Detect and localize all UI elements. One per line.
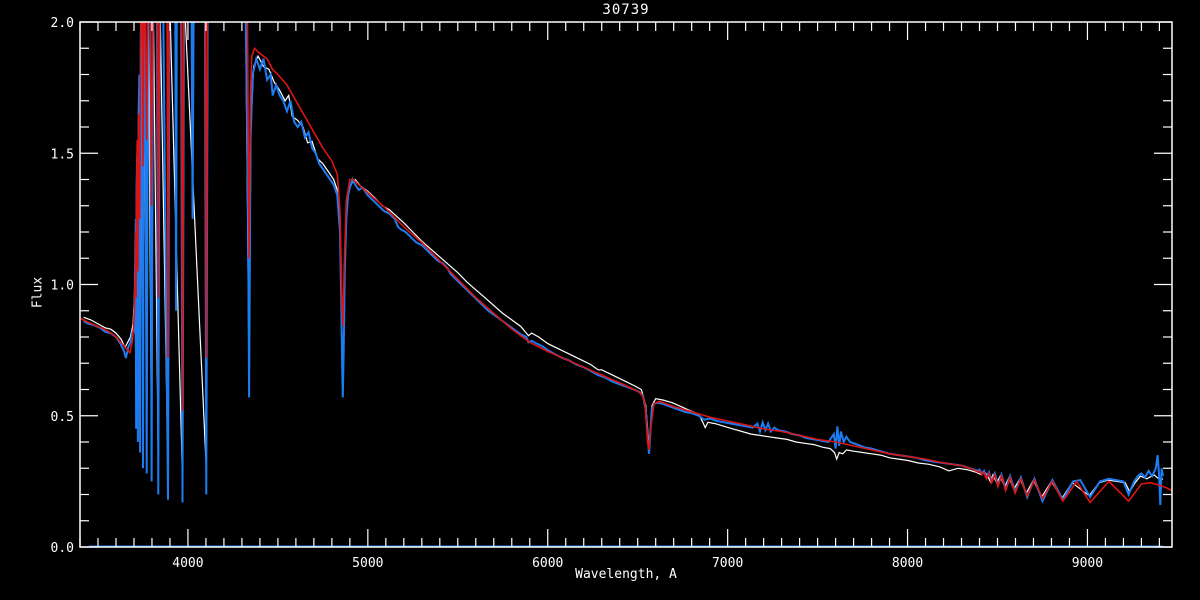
series-layer: [80, 22, 1172, 547]
x-tick-label: 5000: [352, 556, 383, 571]
x-tick-label: 9000: [1072, 556, 1103, 571]
x-tick-label: 8000: [892, 556, 923, 571]
series-model-red: [80, 22, 1172, 504]
series-observed-blue: [83, 22, 1164, 506]
plot-title: 30739: [602, 2, 650, 18]
y-tick-label: 1.5: [51, 147, 74, 162]
y-tick-label: 0.0: [51, 541, 74, 556]
y-tick-label: 2.0: [51, 16, 74, 31]
x-tick-label: 6000: [532, 556, 563, 571]
plot-frame: [79, 21, 1173, 548]
y-axis-label: Flux: [30, 276, 46, 309]
x-tick-label: 4000: [172, 556, 203, 571]
y-tick-label: 0.5: [51, 410, 74, 425]
y-tick-label: 1.0: [51, 279, 74, 294]
x-tick-label: 7000: [712, 556, 743, 571]
x-axis-label: Wavelength, A: [575, 567, 677, 582]
